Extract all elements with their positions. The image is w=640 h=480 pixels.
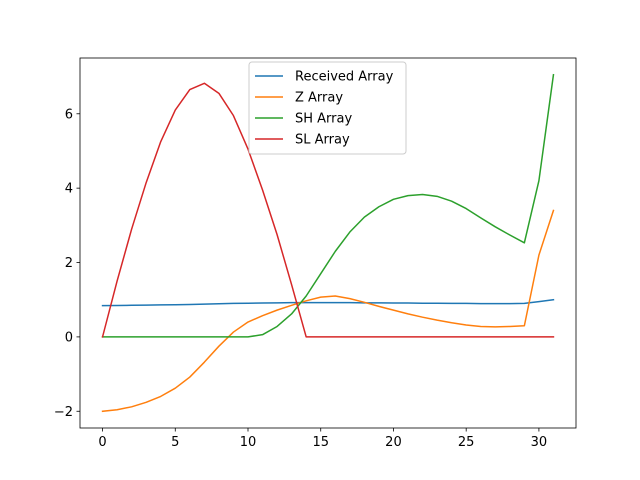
y-tick-label: 6 — [65, 107, 73, 122]
series-line-sh-array — [101, 73, 555, 338]
y-axis-ticks: −2 0 2 4 6 — [54, 107, 80, 420]
axes-frame — [79, 57, 577, 429]
x-tick-label: 10 — [240, 435, 257, 450]
x-tick-label: 25 — [458, 435, 475, 450]
y-tick-label: 2 — [65, 256, 73, 271]
legend: Received Array Z Array SH Array SL Array — [248, 61, 407, 155]
series-line-sl-array — [101, 82, 555, 338]
x-tick-label: 15 — [312, 435, 329, 450]
series-line-z-array — [101, 209, 555, 413]
y-tick-label: 4 — [65, 182, 73, 197]
legend-label: Z Array — [295, 91, 343, 106]
legend-box — [248, 61, 407, 155]
x-axis-ticks: 0 5 10 15 20 25 30 — [98, 428, 547, 450]
x-tick-label: 30 — [531, 435, 548, 450]
series-lines — [101, 73, 555, 413]
legend-label: SL Array — [295, 133, 350, 148]
legend-label: SH Array — [295, 112, 352, 127]
y-tick-label: 0 — [65, 330, 73, 345]
y-tick-label: −2 — [54, 405, 73, 420]
x-tick-label: 20 — [385, 435, 402, 450]
series-line-received-array — [101, 298, 555, 307]
x-tick-label: 5 — [171, 435, 179, 450]
legend-label: Received Array — [295, 70, 394, 85]
x-tick-label: 0 — [98, 435, 106, 450]
